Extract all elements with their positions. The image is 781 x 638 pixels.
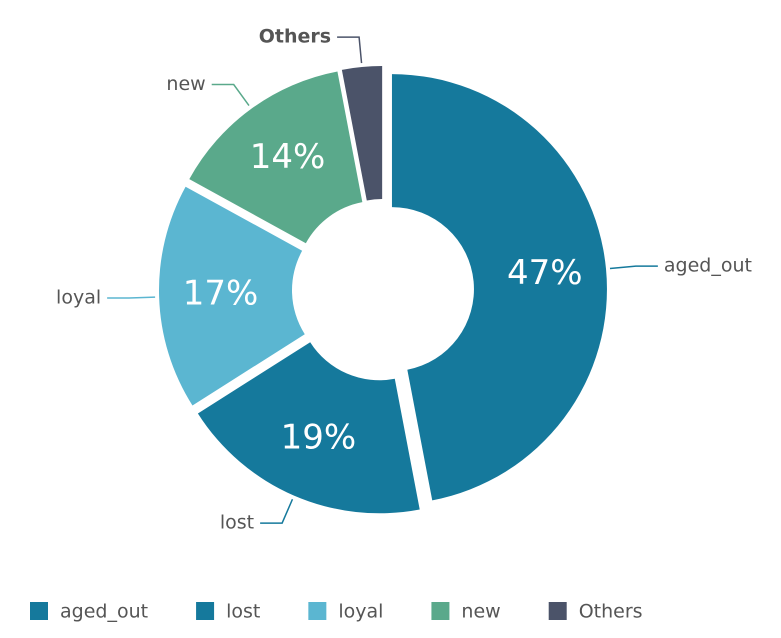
legend-label: lost: [226, 601, 260, 623]
legend-swatch: [30, 602, 48, 620]
slice: [159, 186, 305, 406]
leader-line: [107, 296, 156, 299]
slice: [341, 66, 383, 201]
slice-value-label: 14%: [250, 137, 326, 177]
leader-line: [260, 498, 294, 524]
slice: [197, 342, 420, 514]
leader-line: [609, 265, 658, 270]
legend-label: new: [461, 601, 500, 623]
legend-label: Others: [579, 601, 643, 623]
slice-name-label: new: [166, 73, 205, 95]
slice: [189, 71, 363, 244]
slice-value-label: 17%: [183, 274, 259, 314]
legend-swatch: [548, 602, 567, 620]
slice: [391, 74, 607, 501]
legend-label: loyal: [338, 601, 383, 623]
legend-swatch: [308, 602, 327, 620]
legend-swatch: [431, 602, 450, 620]
leader-line: [211, 83, 250, 106]
leader-line: [337, 36, 363, 64]
legend-label: aged_out: [60, 601, 148, 623]
slice-name-label: loyal: [56, 286, 101, 308]
slice-name-label: lost: [220, 512, 254, 534]
slice-value-label: 19%: [281, 418, 357, 458]
slice-name-label: aged_out: [664, 255, 752, 277]
slice-name-label: Others: [259, 26, 331, 48]
legend-swatch: [196, 602, 215, 620]
slice-value-label: 47%: [507, 253, 583, 293]
